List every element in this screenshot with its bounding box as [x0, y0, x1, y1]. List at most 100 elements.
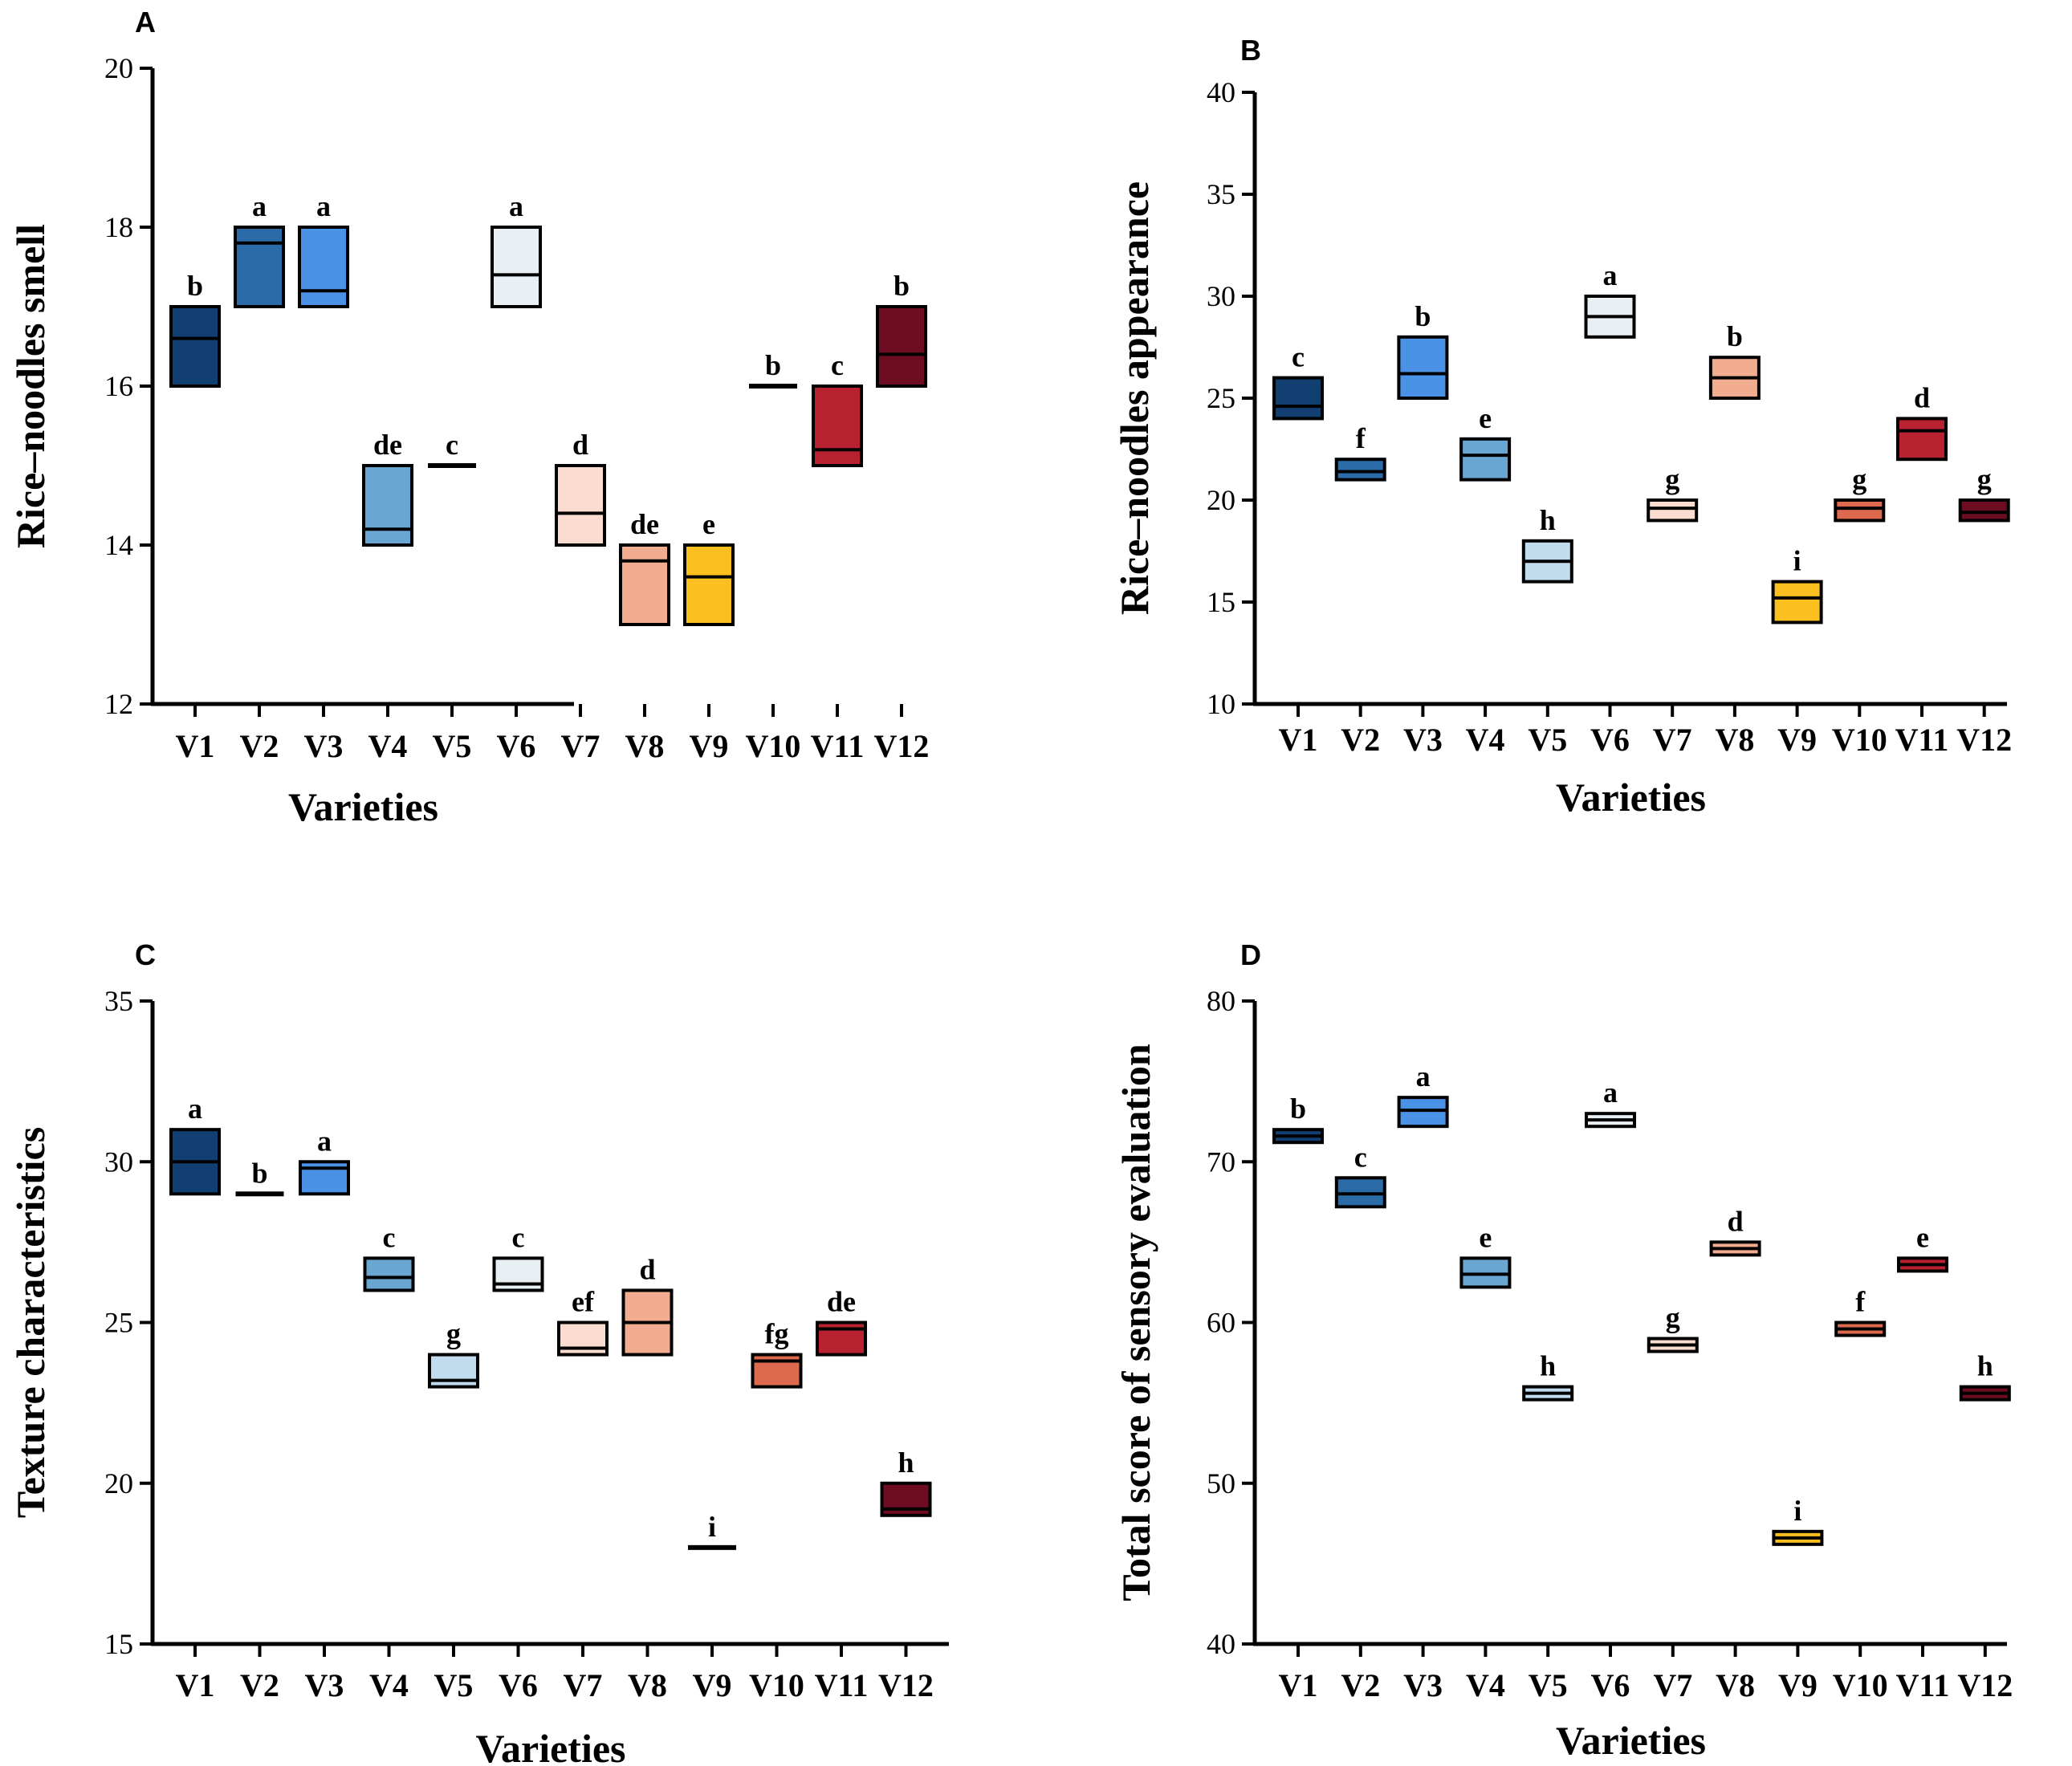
y-axis-title: Rice–noodles appearance: [1112, 181, 1157, 615]
x-tick-label: V10: [749, 1667, 804, 1703]
y-axis-title: Total score of sensory evaluation: [1113, 1044, 1158, 1601]
significance-letter: b: [251, 1157, 267, 1189]
x-tick-label: V4: [1466, 722, 1505, 758]
significance-letter: c: [1354, 1141, 1367, 1173]
y-tick-label: 20: [1207, 484, 1235, 516]
significance-letter: a: [1603, 1076, 1618, 1109]
significance-letter: a: [1416, 1060, 1431, 1093]
y-tick-label: 60: [1207, 1307, 1235, 1339]
y-tick-label: 40: [1207, 76, 1235, 108]
data-bar: [1958, 498, 2010, 523]
panel-letter: A: [135, 6, 156, 39]
x-tick-label: V8: [625, 728, 665, 764]
y-tick-label: 80: [1207, 985, 1235, 1017]
x-tick-label: V4: [368, 728, 408, 764]
panel-letter: C: [135, 938, 156, 971]
y-tick-label: 15: [104, 1628, 133, 1660]
x-tick-label: V5: [1528, 722, 1567, 758]
x-tick-label: V10: [1832, 722, 1887, 758]
x-tick-label: V5: [434, 1667, 474, 1703]
x-tick-label: V4: [369, 1667, 409, 1703]
x-tick-label: V3: [1403, 1667, 1443, 1703]
data-bar: [688, 1544, 736, 1550]
y-tick-label: 35: [104, 985, 133, 1017]
y-tick-label: 20: [104, 1467, 133, 1499]
significance-letter: d: [1914, 381, 1930, 413]
significance-letter: de: [373, 429, 402, 461]
x-axis-title: Varieties: [476, 1726, 626, 1766]
x-tick-label: V12: [878, 1667, 934, 1703]
x-tick-label: V9: [693, 1667, 732, 1703]
y-tick-label: 50: [1207, 1467, 1235, 1499]
data-bar: [235, 1191, 284, 1197]
x-tick-label: V5: [433, 728, 472, 764]
significance-letter: c: [446, 429, 458, 461]
data-bar: [1647, 498, 1699, 523]
significance-letter: c: [831, 349, 844, 381]
x-tick-label: V10: [746, 728, 801, 764]
data-bar: [751, 1353, 803, 1389]
y-tick-label: 16: [104, 370, 133, 402]
significance-letter: de: [827, 1286, 856, 1318]
data-bar: [298, 226, 349, 308]
significance-letter: a: [317, 1125, 332, 1157]
x-tick-label: V1: [176, 728, 215, 764]
data-bar: [363, 1256, 415, 1292]
data-bar: [683, 543, 735, 626]
x-tick-label: V3: [1403, 722, 1443, 758]
y-axis-title: Rice–noodles smell: [8, 224, 53, 548]
data-bar: [299, 1160, 350, 1196]
data-bar: [876, 305, 927, 388]
x-tick-label: V12: [1957, 1667, 2013, 1703]
y-tick-label: 12: [104, 688, 133, 720]
y-tick-label: 10: [1207, 688, 1235, 720]
x-tick-label: V7: [1653, 722, 1692, 758]
significance-letter: e: [1916, 1221, 1929, 1253]
significance-letter: h: [1540, 1350, 1556, 1382]
significance-letter: f: [1356, 422, 1366, 454]
significance-letter: c: [512, 1221, 525, 1253]
significance-letter: d: [572, 429, 588, 461]
x-tick-label: V11: [811, 728, 865, 764]
significance-letter: a: [252, 190, 267, 222]
data-bar: [816, 1320, 867, 1357]
data-bar: [749, 384, 797, 389]
x-tick-label: V3: [305, 1667, 344, 1703]
data-bar: [492, 1256, 544, 1292]
significance-letter: g: [446, 1318, 461, 1350]
x-tick-label: V4: [1466, 1667, 1505, 1703]
data-bar: [1771, 580, 1823, 625]
x-tick-label: V8: [1716, 1667, 1755, 1703]
x-tick-label: V2: [1341, 722, 1380, 758]
data-bar: [555, 464, 606, 547]
significance-letter: a: [316, 190, 331, 222]
panel-a: A 12 14 16 18 20 V1 b V2 a V3 a V4 de V5 c V6 a V7 d V8 de V9 e…: [8, 6, 929, 829]
x-tick-label: V1: [1279, 1667, 1318, 1703]
y-tick-label: 30: [104, 1145, 133, 1178]
x-tick-label: V2: [1341, 1667, 1380, 1703]
panel-b: B 10 15 20 25 30 35 40 V1 c V2 f V3 b V4 e V5 h V6 a V7 g V8 b V…: [1112, 34, 2012, 820]
significance-letter: b: [187, 270, 203, 302]
data-bar: [557, 1320, 609, 1357]
significance-letter: g: [1665, 463, 1679, 495]
significance-letter: d: [1728, 1205, 1744, 1237]
x-tick-label: V2: [240, 1667, 279, 1703]
x-tick-label: V5: [1529, 1667, 1568, 1703]
x-tick-label: V10: [1833, 1667, 1888, 1703]
data-bar: [1834, 498, 1886, 523]
significance-letter: i: [1793, 545, 1801, 577]
significance-letter: a: [509, 190, 523, 222]
y-tick-label: 25: [1207, 382, 1235, 414]
data-bar: [169, 305, 221, 388]
significance-letter: fg: [765, 1318, 789, 1350]
x-tick-label: V3: [304, 728, 344, 764]
data-bar: [1334, 458, 1386, 482]
significance-letter: f: [1855, 1286, 1866, 1318]
y-tick-label: 70: [1207, 1145, 1235, 1178]
y-tick-label: 30: [1207, 280, 1235, 312]
x-tick-label: V9: [1778, 1667, 1818, 1703]
x-tick-label: V12: [874, 728, 930, 764]
panel-c: C 15 20 25 30 35 V1 a V2 b V3 a V4 c V5 g V6 c V7 ef V8 d V9 i V…: [8, 938, 949, 1766]
data-bar: [362, 464, 413, 547]
significance-letter: g: [1852, 463, 1866, 495]
